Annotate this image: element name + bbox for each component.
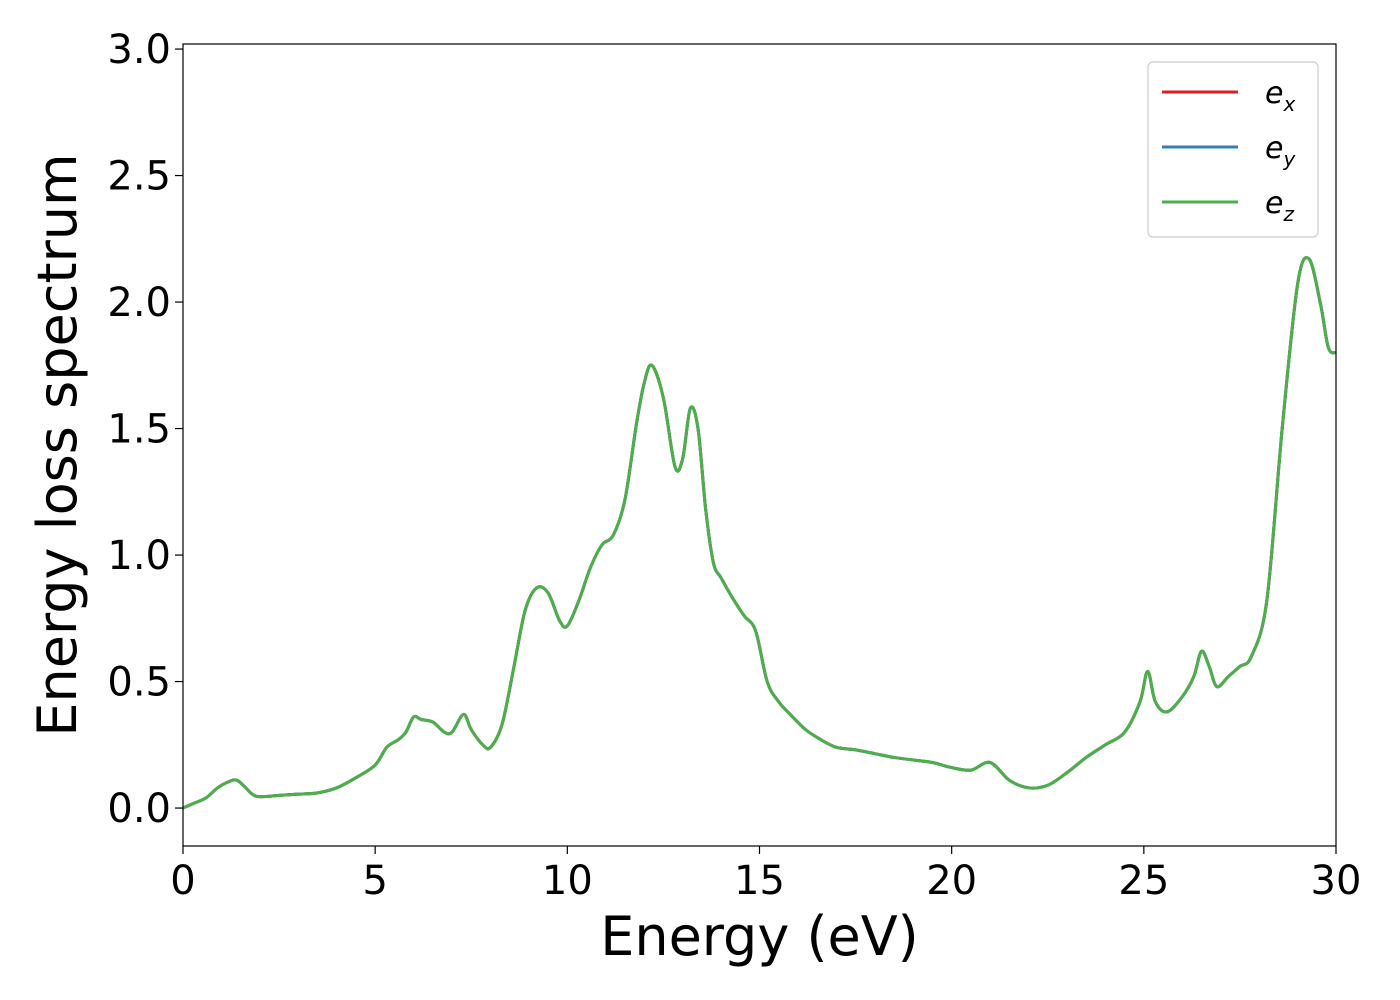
y-tick-label: 0.5 [107,660,171,706]
y-axis-title: Energy loss spectrum [26,153,89,736]
series-line-e-x [183,256,1336,810]
y-tick-label: 0.0 [107,786,171,832]
series-line-e-z [183,256,1336,810]
x-tick-label: 5 [362,858,387,904]
series-layer [183,256,1336,810]
x-tick-label: 15 [734,858,785,904]
x-tick-label: 10 [542,858,593,904]
x-tick-label: 25 [1118,858,1169,904]
x-tick-label: 20 [926,858,977,904]
legend-box [1147,61,1319,238]
x-tick-label: 0 [170,858,195,904]
legend-label-e-y: ey [1265,131,1296,171]
y-tick-label: 1.0 [107,533,171,579]
y-axis: 0.0 0.5 1.0 1.5 2.0 2.5 3.0 [107,27,183,832]
x-tick-label: 30 [1311,858,1362,904]
legend-label-e-z: ez [1265,186,1294,226]
series-line-e-y [183,256,1336,810]
y-tick-label: 1.5 [107,407,171,453]
y-tick-label: 3.0 [107,27,171,73]
x-axis-title: Energy (eV) [600,905,919,968]
x-axis: 0 5 10 15 20 25 30 [170,846,1361,904]
y-tick-label: 2.5 [107,154,171,200]
legend: ex ey ez [1147,61,1319,238]
legend-label-e-x: ex [1265,76,1295,116]
y-tick-label: 2.0 [107,280,171,326]
